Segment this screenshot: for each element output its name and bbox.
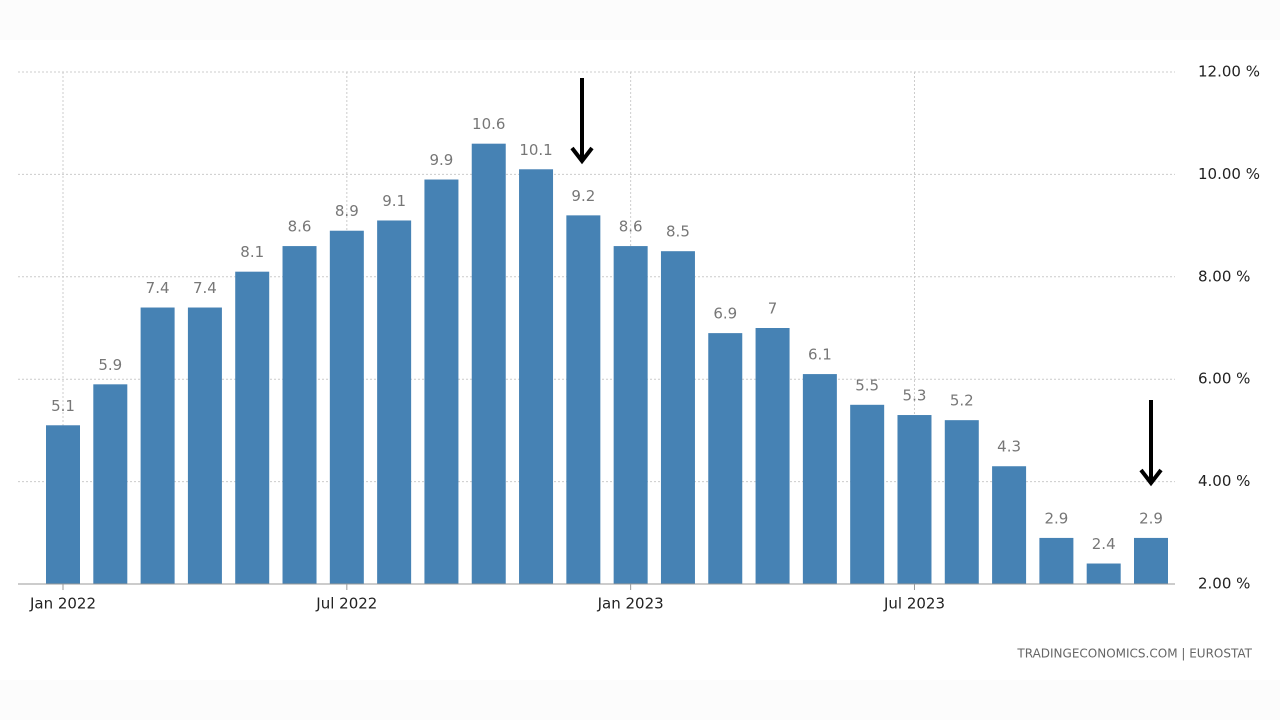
value-label: 8.9 (335, 202, 359, 220)
bar (1134, 537, 1168, 584)
value-label: 5.5 (855, 376, 879, 394)
bar (282, 246, 317, 584)
value-label: 7.4 (193, 279, 217, 297)
y-tick-label: 10.00 % (1198, 165, 1260, 183)
bar (187, 307, 222, 584)
value-label: 5.3 (903, 387, 927, 405)
bar (1039, 537, 1074, 584)
bar (897, 415, 932, 584)
bar (708, 333, 743, 584)
value-label: 2.9 (1044, 509, 1068, 527)
bar (46, 425, 80, 584)
value-label: 10.6 (472, 115, 505, 133)
value-label: 6.9 (713, 305, 737, 323)
bottom-band (0, 680, 1280, 720)
value-label: 2.9 (1139, 509, 1163, 527)
bar (1086, 563, 1121, 584)
value-label: 8.6 (619, 218, 643, 236)
bar (613, 246, 648, 584)
bar (755, 328, 790, 584)
value-label: 5.2 (950, 392, 974, 410)
value-label: 9.1 (382, 192, 406, 210)
y-tick-label: 8.00 % (1198, 267, 1250, 285)
value-label: 5.1 (51, 397, 75, 415)
y-tick-label: 12.00 % (1198, 63, 1260, 81)
value-label: 5.9 (98, 356, 122, 374)
plot: 2.00 % 4.00 % 6.00 % 8.00 % 10.00 % 12.00 % Ja… (18, 63, 1260, 613)
bar (329, 230, 364, 584)
value-label: 7.4 (146, 279, 170, 297)
bar (424, 179, 459, 584)
x-tick-label: Jul 2023 (883, 595, 945, 613)
arrow (570, 78, 594, 165)
value-label: 4.3 (997, 438, 1021, 456)
bar (140, 307, 175, 584)
x-tick-label: Jul 2022 (315, 595, 377, 613)
bar (802, 374, 837, 584)
arrow (1139, 400, 1163, 487)
value-label: 6.1 (808, 346, 832, 364)
value-label: 2.4 (1092, 535, 1116, 553)
bar (944, 420, 979, 584)
bar (566, 215, 601, 585)
x-tick-label: Jan 2022 (29, 595, 96, 613)
y-tick-label: 2.00 % (1198, 575, 1250, 593)
top-band (0, 0, 1280, 40)
value-label: 8.1 (240, 243, 264, 261)
value-label: 9.2 (571, 187, 595, 205)
value-label: 8.5 (666, 223, 690, 241)
bar (377, 220, 412, 585)
value-label: 7 (768, 300, 778, 318)
bar (235, 271, 270, 584)
bar (992, 466, 1027, 584)
value-label: 10.1 (519, 141, 552, 159)
bar (519, 169, 554, 584)
bar (660, 251, 695, 584)
bar (93, 384, 128, 584)
x-tick-label: Jan 2023 (597, 595, 664, 613)
value-label: 8.6 (288, 218, 312, 236)
source: TRADINGECONOMICS.COM | EUROSTAT (1016, 647, 1252, 661)
bar (850, 404, 885, 584)
value-label: 9.9 (430, 151, 454, 169)
y-tick-label: 4.00 % (1198, 472, 1250, 490)
bar (471, 143, 506, 584)
y-tick-label: 6.00 % (1198, 370, 1250, 388)
